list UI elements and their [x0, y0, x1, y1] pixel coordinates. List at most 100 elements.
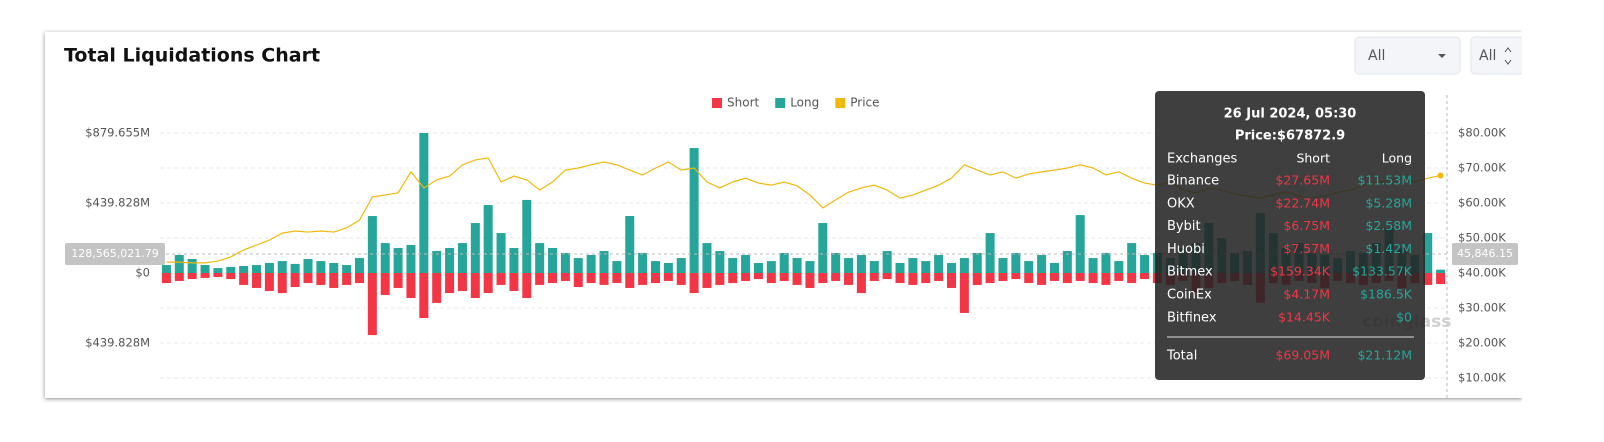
tooltip-label: OKX	[1167, 196, 1195, 211]
bar	[200, 273, 210, 278]
bar	[741, 255, 751, 274]
bar	[676, 273, 686, 285]
tooltip-value: $22.74M	[1275, 195, 1330, 210]
bar	[535, 243, 545, 274]
tooltip-value: $159.34K	[1270, 264, 1331, 279]
bar	[252, 265, 262, 274]
tooltip-label: Huobi	[1167, 242, 1205, 257]
bar	[1024, 273, 1034, 284]
bar	[548, 273, 558, 284]
bar	[1088, 258, 1098, 274]
bar	[1011, 252, 1021, 274]
bar	[1114, 273, 1124, 281]
y2-tick-label: $10.00K	[1458, 371, 1506, 385]
bar	[187, 273, 197, 280]
bar	[367, 216, 377, 274]
bar	[174, 255, 184, 274]
legend-label: Short	[727, 96, 759, 110]
crosshair-label-box	[65, 243, 165, 265]
y2-tick-label: $80.00K	[1458, 126, 1506, 140]
bar	[316, 273, 326, 285]
tooltip-value: $6.75M	[1283, 218, 1330, 233]
bar	[367, 273, 377, 336]
bar	[354, 258, 364, 274]
bar	[805, 273, 815, 288]
tooltip: 26 Jul 2024, 05:30 Price:$67872.9 Exchange…	[1155, 91, 1425, 380]
bar	[161, 265, 171, 274]
tooltip-price: Price:$67872.9	[1235, 129, 1345, 144]
tooltip-value: $69.05M	[1275, 348, 1330, 363]
tooltip-date: 26 Jul 2024, 05:30	[1224, 107, 1357, 122]
bar	[548, 248, 558, 274]
bar	[741, 273, 751, 281]
bar	[895, 273, 905, 284]
bar	[638, 273, 648, 285]
bar	[882, 273, 892, 280]
bar	[213, 268, 223, 274]
dropdown-label[interactable]: All	[1479, 48, 1496, 64]
bar	[380, 273, 390, 295]
bar	[329, 262, 339, 274]
tooltip-value: $186.5K	[1360, 287, 1413, 302]
tooltip-box	[1155, 91, 1425, 380]
bar	[226, 273, 236, 280]
bar	[1436, 269, 1446, 274]
bar	[457, 243, 467, 274]
bar	[1075, 273, 1085, 281]
bar	[599, 251, 609, 274]
tooltip-label: Bybit	[1167, 219, 1201, 234]
bar	[457, 273, 467, 291]
bar	[1127, 243, 1137, 274]
bar	[728, 273, 738, 284]
bar	[264, 262, 274, 274]
dropdown-label[interactable]: All	[1368, 48, 1385, 64]
bar	[1088, 273, 1098, 284]
bar	[187, 258, 197, 274]
y-tick-label: $439.828M	[85, 195, 150, 209]
bar	[393, 248, 403, 274]
bar	[844, 258, 854, 274]
bar	[921, 273, 931, 284]
bar	[638, 252, 648, 274]
y2-tick-label: $50.00K	[1458, 231, 1506, 245]
bar	[419, 133, 429, 274]
bar	[342, 273, 352, 285]
bar	[445, 273, 455, 294]
bar	[856, 255, 866, 274]
bar	[895, 262, 905, 274]
bar	[792, 258, 802, 274]
bar	[213, 273, 223, 277]
bar	[560, 273, 570, 281]
tooltip-value: $4.17M	[1283, 287, 1330, 302]
bar	[766, 273, 776, 284]
bar	[856, 273, 866, 294]
bar	[1140, 273, 1150, 280]
bar	[844, 273, 854, 285]
bar	[612, 273, 622, 284]
bar	[1101, 273, 1111, 285]
bar	[818, 223, 828, 274]
bar	[1062, 273, 1072, 284]
bar	[303, 273, 313, 284]
bar	[354, 273, 364, 284]
bar	[753, 262, 763, 274]
bar	[625, 216, 635, 274]
bar	[689, 148, 699, 274]
bar	[1423, 273, 1433, 285]
dropdown[interactable]	[1354, 36, 1461, 75]
bar	[1423, 233, 1433, 274]
bar	[509, 248, 519, 274]
bar	[161, 273, 171, 284]
bar	[921, 261, 931, 274]
bar	[1037, 273, 1047, 285]
bar	[702, 243, 712, 274]
bar	[252, 273, 262, 288]
bar	[959, 258, 969, 274]
bar	[1075, 215, 1085, 274]
bar	[342, 265, 352, 274]
legend-label: Price	[850, 96, 879, 110]
bar	[869, 261, 879, 274]
bar	[1049, 273, 1059, 281]
bar	[586, 273, 596, 284]
tooltip-value: $0	[1396, 309, 1412, 324]
